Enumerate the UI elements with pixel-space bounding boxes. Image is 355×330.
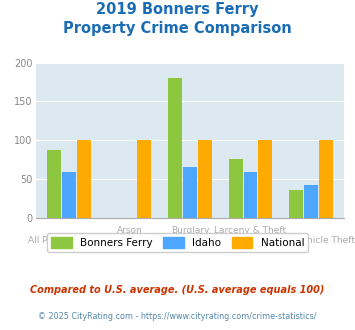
Text: Burglary: Burglary: [171, 226, 209, 235]
Text: Arson: Arson: [116, 226, 142, 235]
Bar: [198, 140, 212, 218]
Text: Property Crime Comparison: Property Crime Comparison: [63, 21, 292, 36]
Bar: [137, 140, 151, 218]
Text: 2019 Bonners Ferry: 2019 Bonners Ferry: [96, 2, 259, 16]
Bar: [77, 140, 91, 218]
Bar: [183, 167, 197, 218]
Bar: [304, 185, 318, 218]
Text: All Property Crime: All Property Crime: [28, 236, 110, 245]
Text: Larceny & Theft: Larceny & Theft: [214, 226, 286, 235]
Bar: [289, 190, 303, 218]
Text: © 2025 CityRating.com - https://www.cityrating.com/crime-statistics/: © 2025 CityRating.com - https://www.city…: [38, 312, 317, 321]
Bar: [62, 172, 76, 218]
Bar: [258, 140, 272, 218]
Bar: [244, 172, 257, 218]
Bar: [47, 149, 61, 218]
Bar: [319, 140, 333, 218]
Bar: [168, 78, 182, 218]
Legend: Bonners Ferry, Idaho, National: Bonners Ferry, Idaho, National: [47, 233, 308, 252]
Bar: [229, 159, 242, 218]
Text: Motor Vehicle Theft: Motor Vehicle Theft: [267, 236, 355, 245]
Text: Compared to U.S. average. (U.S. average equals 100): Compared to U.S. average. (U.S. average …: [30, 285, 325, 295]
